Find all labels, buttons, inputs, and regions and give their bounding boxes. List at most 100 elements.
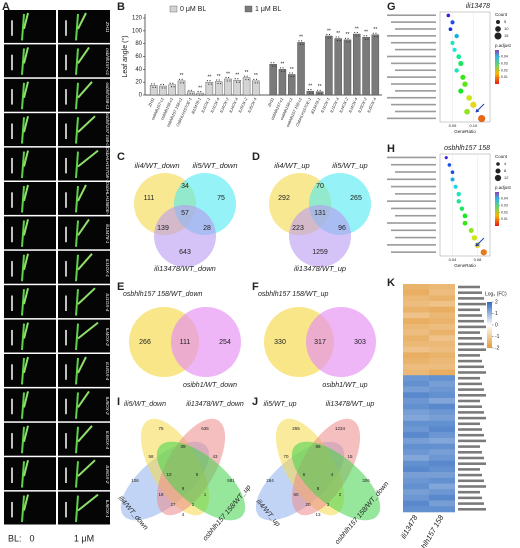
gene-name	[458, 365, 484, 369]
y-tick-label: 60	[135, 54, 142, 60]
heat-cell	[403, 460, 429, 467]
gene-name	[458, 319, 484, 323]
data-dot	[247, 79, 250, 81]
data-dot	[219, 82, 222, 85]
colorbar-label: 0.01	[501, 217, 508, 221]
y-tick-label: 80	[135, 41, 142, 47]
legend-size	[494, 32, 502, 40]
point	[456, 199, 461, 204]
leaf	[75, 426, 79, 454]
gene-name	[458, 411, 484, 414]
leaf-blade	[77, 253, 93, 271]
gene-name	[458, 354, 480, 357]
data-dot	[198, 94, 201, 96]
venn-count: 1259	[312, 249, 328, 256]
heat-cell	[429, 306, 455, 313]
data-dot	[376, 36, 378, 38]
gene-name	[458, 297, 484, 300]
venn-count: 5	[196, 472, 199, 477]
point	[460, 74, 466, 80]
venn-count: 28	[203, 225, 211, 232]
significance: **	[336, 31, 340, 37]
term-text	[387, 117, 436, 120]
colorbar-label: 0.03	[501, 62, 508, 66]
data-dot	[339, 39, 341, 42]
heat-cell	[429, 432, 455, 439]
heat-cell	[429, 420, 455, 427]
gene-name	[458, 422, 480, 426]
venn-count: 75	[158, 426, 164, 431]
data-dot	[172, 82, 174, 84]
bar	[187, 91, 195, 96]
leaf	[75, 495, 79, 523]
term-text	[391, 163, 436, 166]
gene-name	[458, 291, 482, 294]
term-text	[387, 14, 436, 17]
significance: **	[308, 83, 312, 89]
venn-circle	[289, 205, 351, 267]
panel-label: F	[252, 281, 259, 293]
data-dot	[173, 86, 175, 88]
point	[453, 184, 458, 189]
venn-count: 10	[166, 472, 172, 477]
point	[444, 156, 448, 160]
set-label: ili5/WT_down	[192, 161, 237, 170]
venn-circle	[306, 307, 376, 377]
leaf-blade	[23, 47, 29, 64]
data-dot	[327, 37, 329, 39]
gene-name	[458, 376, 480, 380]
point	[450, 170, 455, 175]
heat-cell	[429, 460, 455, 467]
heat-cell	[429, 455, 455, 461]
venn-count: 70	[316, 183, 324, 190]
bar	[159, 85, 167, 96]
colorbar-label: -1	[495, 334, 500, 340]
data-dot	[245, 79, 247, 81]
legend-label: 15	[504, 33, 509, 38]
panel-label: K	[387, 277, 395, 289]
heat-cell	[429, 426, 455, 433]
point	[450, 20, 455, 25]
heat-cell	[429, 449, 455, 456]
point	[468, 227, 474, 234]
venn-count: 20	[305, 502, 311, 507]
venn-count: 284	[266, 478, 274, 483]
panel-label: A	[2, 1, 10, 13]
heat-cell	[429, 494, 455, 501]
leaf-blade	[77, 12, 87, 30]
data-dot	[181, 78, 183, 80]
bar	[287, 74, 296, 96]
x-tick-label: ZH11	[147, 97, 156, 109]
heat-cell	[403, 455, 429, 461]
venn-circle	[154, 205, 216, 267]
data-dot	[218, 79, 220, 81]
gene-name	[458, 337, 482, 340]
venn-count: 27	[170, 502, 176, 507]
bar	[278, 69, 287, 96]
venn-count: 34	[181, 183, 189, 190]
heat-cell	[403, 483, 429, 490]
leaf-blade	[23, 81, 29, 98]
term-text	[387, 96, 436, 99]
heat-cell	[429, 295, 455, 302]
set-label: osibh1/WT_up	[322, 382, 367, 389]
legend-swatch	[244, 5, 253, 13]
line-name: ili13478-1	[105, 224, 110, 244]
term-text	[391, 207, 436, 210]
data-dot	[180, 82, 182, 84]
leaf	[21, 82, 25, 110]
legend-size	[495, 168, 501, 174]
data-dot	[273, 62, 275, 64]
gene-name	[458, 456, 484, 460]
x-tick-label: ILI4OX-4	[228, 96, 240, 113]
leaf-blade	[23, 253, 29, 270]
heat-cell	[403, 369, 429, 376]
set-label: ili5/WT_up	[263, 401, 296, 408]
venn-count: 13	[315, 512, 321, 517]
data-dot	[197, 90, 199, 93]
heat-cell	[429, 363, 455, 370]
term-text	[387, 55, 436, 58]
term-text	[391, 21, 436, 23]
leaf	[75, 220, 79, 247]
line-name: ILI5OX-2	[105, 397, 110, 416]
